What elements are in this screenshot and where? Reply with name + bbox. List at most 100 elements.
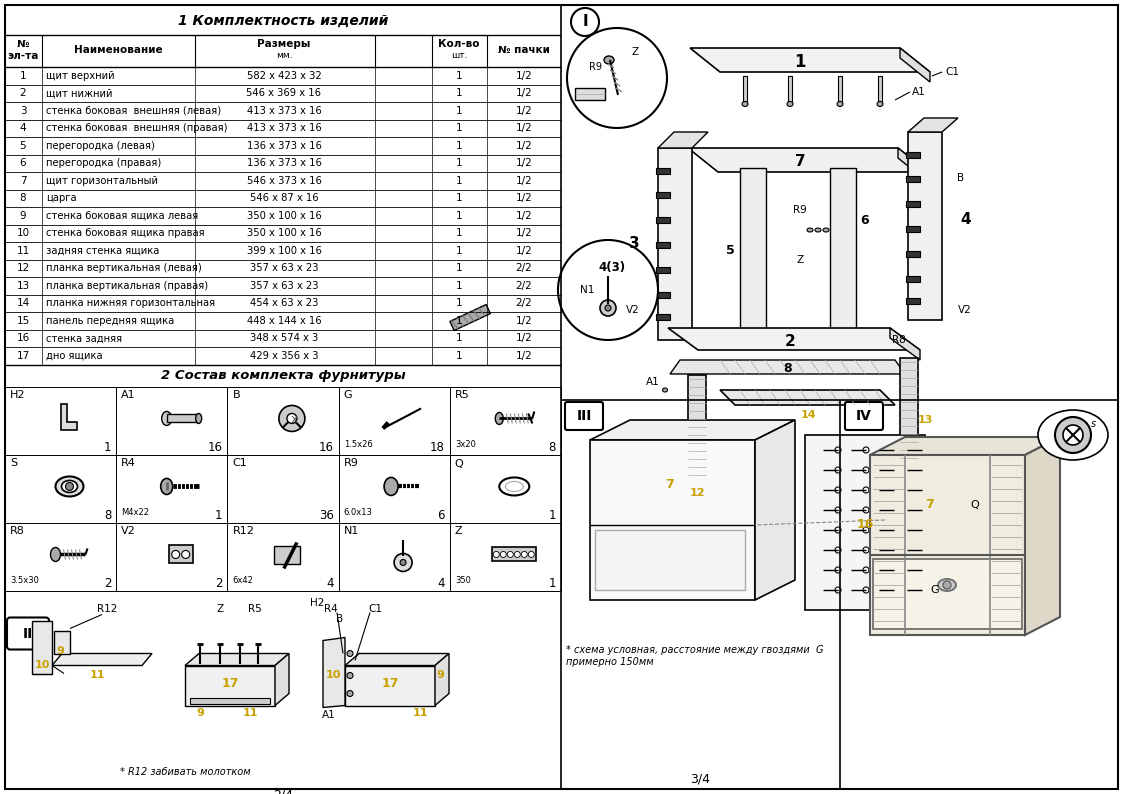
Text: R9: R9 xyxy=(344,458,358,468)
Text: Наименование: Наименование xyxy=(74,45,163,55)
Polygon shape xyxy=(688,148,928,172)
Text: 2: 2 xyxy=(20,88,26,98)
Text: N1: N1 xyxy=(344,526,359,537)
Text: 6x42: 6x42 xyxy=(232,576,254,585)
Ellipse shape xyxy=(62,480,77,492)
Text: царга: царга xyxy=(46,193,76,203)
Polygon shape xyxy=(590,440,755,600)
Text: B: B xyxy=(232,391,240,400)
Text: A1: A1 xyxy=(646,377,660,387)
Text: A1: A1 xyxy=(121,391,136,400)
Circle shape xyxy=(567,28,667,128)
Circle shape xyxy=(836,567,841,573)
Text: 16: 16 xyxy=(208,441,222,454)
Text: B: B xyxy=(957,173,965,183)
Text: 14: 14 xyxy=(17,299,29,308)
Text: 136 х 373 х 16: 136 х 373 х 16 xyxy=(247,141,321,151)
Text: 1: 1 xyxy=(456,299,463,308)
Text: 10: 10 xyxy=(326,670,340,680)
Text: 1: 1 xyxy=(456,158,463,168)
Text: 4: 4 xyxy=(20,123,26,133)
Text: 7: 7 xyxy=(666,479,675,491)
Circle shape xyxy=(891,507,897,513)
Text: 1/2: 1/2 xyxy=(515,106,532,116)
Text: G: G xyxy=(344,391,353,400)
Polygon shape xyxy=(323,638,345,707)
Text: стенка задняя: стенка задняя xyxy=(46,333,122,343)
Circle shape xyxy=(1063,425,1083,445)
Polygon shape xyxy=(185,653,289,665)
Text: G: G xyxy=(931,585,939,595)
Text: мм.: мм. xyxy=(275,52,292,60)
Text: R4: R4 xyxy=(121,458,136,468)
Bar xyxy=(878,76,882,104)
Text: 1: 1 xyxy=(548,509,556,522)
Bar xyxy=(906,176,920,182)
Text: 11: 11 xyxy=(243,708,258,719)
Text: 1: 1 xyxy=(456,333,463,343)
Text: R5: R5 xyxy=(455,391,469,400)
Circle shape xyxy=(891,587,897,593)
Text: 7: 7 xyxy=(925,499,934,511)
Circle shape xyxy=(500,552,506,557)
Text: 1: 1 xyxy=(456,246,463,256)
Text: R12: R12 xyxy=(97,603,117,614)
Text: 7: 7 xyxy=(20,175,26,186)
Text: 3x20: 3x20 xyxy=(455,440,476,449)
Circle shape xyxy=(347,691,353,696)
Polygon shape xyxy=(720,390,895,405)
Ellipse shape xyxy=(495,412,503,425)
Text: I: I xyxy=(582,14,587,29)
FancyBboxPatch shape xyxy=(565,402,603,430)
Text: 399 х 100 х 16: 399 х 100 х 16 xyxy=(247,246,321,256)
Circle shape xyxy=(600,300,617,316)
Text: 3: 3 xyxy=(20,106,26,116)
Text: 413 х 373 х 16: 413 х 373 х 16 xyxy=(247,106,321,116)
Bar xyxy=(656,292,670,298)
Text: V2: V2 xyxy=(958,305,971,315)
Text: 1/2: 1/2 xyxy=(515,123,532,133)
Text: № пачки: № пачки xyxy=(499,45,550,55)
Circle shape xyxy=(919,507,925,513)
Circle shape xyxy=(279,406,305,431)
Text: 8: 8 xyxy=(103,509,111,522)
Circle shape xyxy=(919,487,925,493)
Text: 429 х 356 х 3: 429 х 356 х 3 xyxy=(249,351,318,360)
Text: 1/2: 1/2 xyxy=(515,175,532,186)
Text: 11: 11 xyxy=(412,708,428,719)
Circle shape xyxy=(891,467,897,473)
Text: 1/2: 1/2 xyxy=(515,351,532,360)
Text: планка вертикальная (правая): планка вертикальная (правая) xyxy=(46,281,208,291)
Bar xyxy=(656,217,670,223)
Text: V2: V2 xyxy=(121,526,136,537)
Circle shape xyxy=(182,550,190,558)
Text: 4: 4 xyxy=(437,577,445,590)
Text: перегородка (левая): перегородка (левая) xyxy=(46,141,155,151)
Text: 454 х 63 х 23: 454 х 63 х 23 xyxy=(249,299,318,308)
Bar xyxy=(656,314,670,320)
Text: 1: 1 xyxy=(456,71,463,81)
Text: * R12 забивать молотком: * R12 забивать молотком xyxy=(120,767,250,777)
Circle shape xyxy=(400,560,407,565)
Text: 357 х 63 х 23: 357 х 63 х 23 xyxy=(249,281,318,291)
Bar xyxy=(906,152,920,158)
Text: стенка боковая  внешняя (левая): стенка боковая внешняя (левая) xyxy=(46,106,221,116)
Bar xyxy=(168,545,193,564)
Text: щит нижний: щит нижний xyxy=(46,88,112,98)
Polygon shape xyxy=(891,328,920,360)
Text: 9: 9 xyxy=(56,646,64,656)
Text: 1/2: 1/2 xyxy=(515,246,532,256)
Text: 4: 4 xyxy=(960,213,970,228)
Text: 6: 6 xyxy=(20,158,26,168)
Text: 413 х 373 х 16: 413 х 373 х 16 xyxy=(247,123,321,133)
Text: R4: R4 xyxy=(325,603,338,614)
Text: 13: 13 xyxy=(17,281,29,291)
Ellipse shape xyxy=(384,477,398,495)
Polygon shape xyxy=(805,435,925,610)
Bar xyxy=(656,168,670,174)
Ellipse shape xyxy=(837,102,843,106)
Circle shape xyxy=(836,487,841,493)
Bar xyxy=(788,76,792,104)
Text: 1: 1 xyxy=(794,53,805,71)
Polygon shape xyxy=(275,653,289,706)
